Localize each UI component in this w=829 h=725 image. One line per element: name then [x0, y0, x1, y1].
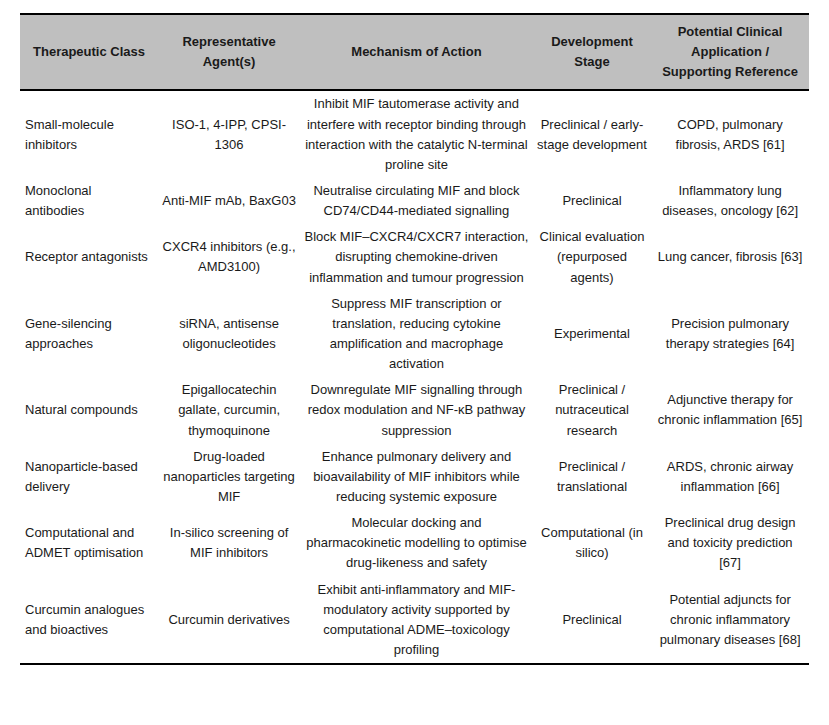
paper-page: Therapeutic Class Representative Agent(s… [0, 0, 829, 725]
column-header-development-stage: Development Stage [533, 14, 651, 90]
cell-therapeutic-class: Natural compounds [20, 377, 158, 443]
cell-representative-agents: Curcumin derivatives [158, 577, 300, 665]
table-row-nanoparticle-based-delivery: Nanoparticle-based delivery Drug-loaded … [20, 444, 809, 510]
cell-mechanism: Molecular docking and pharmacokinetic mo… [300, 510, 533, 576]
table-body: Small-molecule inhibitors ISO-1, 4-IPP, … [20, 90, 809, 664]
cell-development-stage: Computational (in silico) [533, 510, 651, 576]
cell-development-stage: Preclinical / translational [533, 444, 651, 510]
cell-development-stage: Preclinical [533, 178, 651, 224]
cell-clinical-application: Inflammatory lung diseases, oncology [62… [651, 178, 809, 224]
cell-clinical-application: COPD, pulmonary fibrosis, ARDS [61] [651, 90, 809, 178]
cell-clinical-application: ARDS, chronic airway inflammation [66] [651, 444, 809, 510]
cell-development-stage: Preclinical / early-stage development [533, 90, 651, 178]
table-header: Therapeutic Class Representative Agent(s… [20, 14, 809, 90]
cell-therapeutic-class: Small-molecule inhibitors [20, 90, 158, 178]
cell-representative-agents: Epigallocatechin gallate, curcumin, thym… [158, 377, 300, 443]
cell-representative-agents: Drug-loaded nanoparticles targeting MIF [158, 444, 300, 510]
cell-representative-agents: CXCR4 inhibitors (e.g., AMD3100) [158, 224, 300, 290]
table-row-monoclonal-antibodies: Monoclonal antibodies Anti-MIF mAb, BaxG… [20, 178, 809, 224]
header-row: Therapeutic Class Representative Agent(s… [20, 14, 809, 90]
cell-clinical-application: Lung cancer, fibrosis [63] [651, 224, 809, 290]
table-row-small-molecule-inhibitors: Small-molecule inhibitors ISO-1, 4-IPP, … [20, 90, 809, 178]
column-header-clinical-application: Potential Clinical Application / Support… [651, 14, 809, 90]
cell-clinical-application: Adjunctive therapy for chronic inflammat… [651, 377, 809, 443]
cell-mechanism: Downregulate MIF signalling through redo… [300, 377, 533, 443]
table-row-computational-admet: Computational and ADMET optimisation In-… [20, 510, 809, 576]
cell-development-stage: Experimental [533, 291, 651, 378]
cell-mechanism: Neutralise circulating MIF and block CD7… [300, 178, 533, 224]
column-header-representative-agents: Representative Agent(s) [158, 14, 300, 90]
cell-therapeutic-class: Computational and ADMET optimisation [20, 510, 158, 576]
therapeutic-strategies-table: Therapeutic Class Representative Agent(s… [20, 13, 809, 665]
cell-mechanism: Block MIF–CXCR4/CXCR7 interaction, disru… [300, 224, 533, 290]
cell-representative-agents: Anti-MIF mAb, BaxG03 [158, 178, 300, 224]
cell-clinical-application: Potential adjuncts for chronic inflammat… [651, 577, 809, 665]
table-row-curcumin-analogues: Curcumin analogues and bioactives Curcum… [20, 577, 809, 665]
cell-therapeutic-class: Gene-silencing approaches [20, 291, 158, 378]
cell-clinical-application: Precision pulmonary therapy strategies [… [651, 291, 809, 378]
cell-therapeutic-class: Curcumin analogues and bioactives [20, 577, 158, 665]
cell-therapeutic-class: Monoclonal antibodies [20, 178, 158, 224]
column-header-therapeutic-class: Therapeutic Class [20, 14, 158, 90]
cell-mechanism: Suppress MIF transcription or translatio… [300, 291, 533, 378]
table-row-receptor-antagonists: Receptor antagonists CXCR4 inhibitors (e… [20, 224, 809, 290]
cell-mechanism: Inhibit MIF tautomerase activity and int… [300, 90, 533, 178]
table-row-gene-silencing-approaches: Gene-silencing approaches siRNA, antisen… [20, 291, 809, 378]
cell-development-stage: Preclinical / nutraceutical research [533, 377, 651, 443]
cell-therapeutic-class: Nanoparticle-based delivery [20, 444, 158, 510]
cell-mechanism: Exhibit anti-inflammatory and MIF-modula… [300, 577, 533, 665]
cell-representative-agents: siRNA, antisense oligonucleotides [158, 291, 300, 378]
cell-representative-agents: ISO-1, 4-IPP, CPSI-1306 [158, 90, 300, 178]
cell-development-stage: Preclinical [533, 577, 651, 665]
cell-representative-agents: In-silico screening of MIF inhibitors [158, 510, 300, 576]
column-header-mechanism-of-action: Mechanism of Action [300, 14, 533, 90]
table-row-natural-compounds: Natural compounds Epigallocatechin galla… [20, 377, 809, 443]
cell-therapeutic-class: Receptor antagonists [20, 224, 158, 290]
cell-development-stage: Clinical evaluation (repurposed agents) [533, 224, 651, 290]
cell-mechanism: Enhance pulmonary delivery and bioavaila… [300, 444, 533, 510]
cell-clinical-application: Preclinical drug design and toxicity pre… [651, 510, 809, 576]
